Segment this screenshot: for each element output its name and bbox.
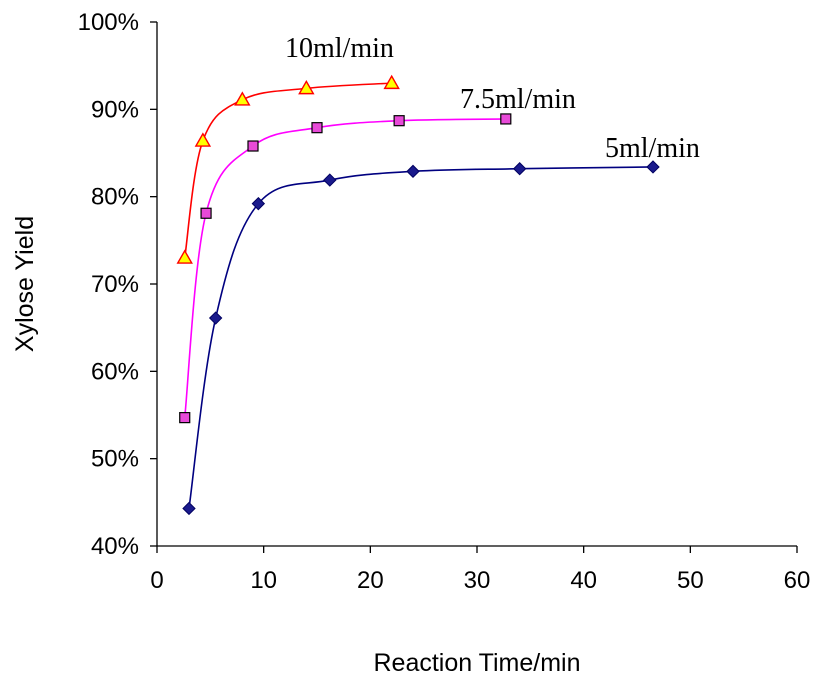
- y-tick-label: 50%: [91, 446, 139, 473]
- series-label: 7.5ml/min: [460, 84, 576, 115]
- data-point: [176, 249, 193, 264]
- data-point: [234, 91, 251, 106]
- axes: 40% 50% 60% 70% 80% 90% 100% 0 10 20 30 40 50 60: [78, 9, 811, 594]
- y-axis-title: Xylose Yield: [11, 216, 39, 352]
- series-10ml-min: [176, 74, 400, 264]
- series-line: [183, 118, 506, 418]
- y-tick-label: 90%: [91, 96, 139, 123]
- series-7-5ml-min: [179, 113, 512, 424]
- data-point: [179, 412, 191, 424]
- data-point: [383, 74, 400, 90]
- data-point: [298, 79, 315, 95]
- y-tick-label: 100%: [78, 9, 139, 36]
- data-point: [512, 162, 527, 176]
- y-tick-label: 60%: [91, 358, 139, 385]
- x-tick-label: 10: [250, 567, 277, 594]
- data-point: [182, 501, 196, 516]
- x-tick-label: 0: [150, 567, 163, 594]
- x-tick-label: 60: [784, 567, 811, 594]
- data-point: [323, 173, 337, 187]
- data-point: [194, 132, 212, 147]
- data-point: [200, 207, 212, 219]
- series-line: [183, 82, 392, 258]
- x-tick-label: 20: [357, 567, 384, 594]
- x-tick-label: 50: [677, 567, 704, 594]
- data-point: [251, 196, 266, 211]
- y-tick-label: 80%: [91, 184, 139, 211]
- data-point: [393, 115, 405, 127]
- series-5ml-min: [182, 160, 660, 516]
- x-tick-label: 40: [570, 567, 597, 594]
- data-point: [406, 164, 420, 179]
- x-tick-label: 30: [464, 567, 491, 594]
- data-point: [646, 160, 660, 174]
- series-layer: [176, 74, 660, 516]
- y-tick-label: 40%: [91, 533, 139, 560]
- series-labels: 5ml/min 7.5ml/min 10ml/min: [285, 33, 700, 164]
- series-label: 10ml/min: [285, 33, 394, 64]
- y-tick-label: 70%: [91, 271, 139, 298]
- data-point: [208, 311, 223, 325]
- data-point: [247, 140, 259, 152]
- series-label: 5ml/min: [605, 133, 700, 164]
- x-axis-title: Reaction Time/min: [373, 649, 580, 674]
- data-point: [500, 113, 512, 125]
- data-point: [311, 122, 323, 134]
- series-line: [188, 166, 654, 509]
